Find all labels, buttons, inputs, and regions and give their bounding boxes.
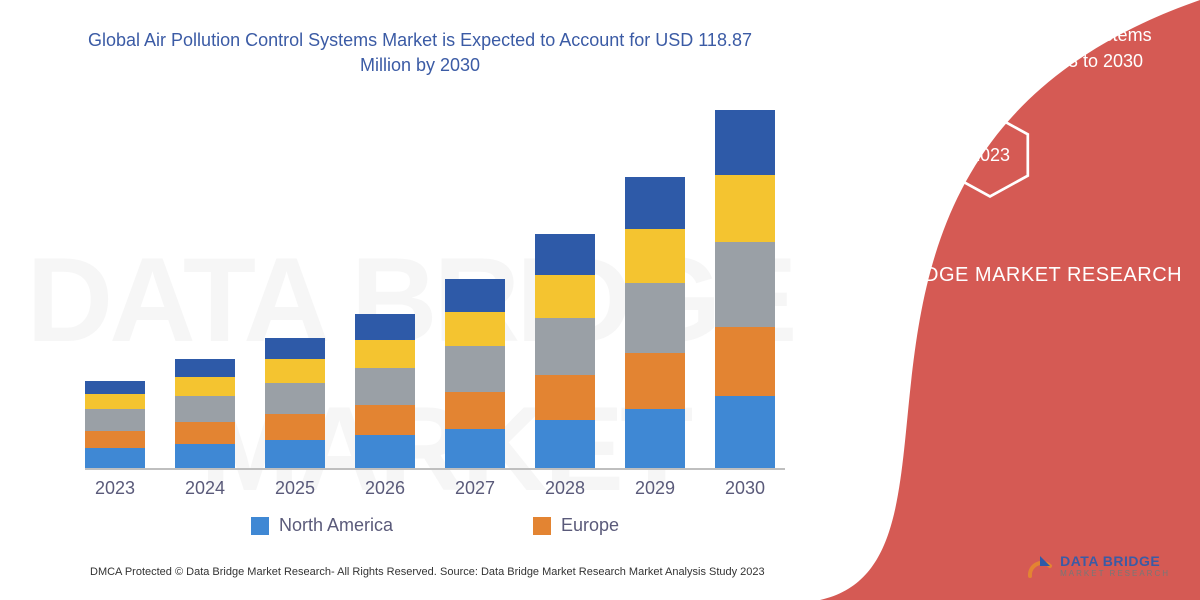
bar-segment xyxy=(445,429,505,468)
bar-segment xyxy=(715,242,775,327)
right-panel-title: Global Air Pollution Control Systems Mar… xyxy=(820,22,1194,74)
x-axis-label: 2026 xyxy=(345,478,425,499)
bar-segment xyxy=(625,283,685,352)
bar-group xyxy=(445,279,505,468)
bar-segment xyxy=(715,175,775,242)
chart-plot xyxy=(85,90,785,470)
bar-segment xyxy=(265,383,325,413)
brand-name: DATA BRIDGE MARKET RESEARCH xyxy=(820,260,1194,290)
chart-area: 20232024202520262027202820292030 North A… xyxy=(85,90,785,490)
bar-segment xyxy=(265,440,325,468)
logo-main-text: DATA BRIDGE xyxy=(1060,554,1170,568)
bar-group xyxy=(175,359,235,468)
bar-segment xyxy=(625,353,685,409)
bar-segment xyxy=(175,422,235,444)
bar-segment xyxy=(85,431,145,448)
hexagon-pair: 2030 2023 xyxy=(860,110,1120,250)
hexagon-badge: 2023 xyxy=(940,110,1040,200)
right-panel: Global Air Pollution Control Systems Mar… xyxy=(820,0,1200,600)
bar-segment xyxy=(175,359,235,376)
right-panel-curve xyxy=(820,0,1200,600)
footer-dmca: DMCA Protected © Data Bridge Market Rese… xyxy=(90,566,437,578)
legend-item: North America xyxy=(251,515,393,536)
bar-segment xyxy=(265,338,325,360)
bar-segment xyxy=(175,377,235,397)
bar-segment xyxy=(445,312,505,347)
footer-source: Source: Data Bridge Market Research Mark… xyxy=(440,566,765,578)
logo-mark-icon xyxy=(1026,552,1054,580)
bar-segment xyxy=(355,435,415,468)
bar-segment xyxy=(85,394,145,409)
bar-segment xyxy=(625,177,685,229)
bar-segment xyxy=(445,346,505,392)
x-axis-label: 2030 xyxy=(705,478,785,499)
logo-sub-text: MARKET RESEARCH xyxy=(1060,570,1170,578)
bar-segment xyxy=(175,444,235,468)
bar-group xyxy=(625,177,685,468)
legend-label: North America xyxy=(279,515,393,536)
x-axis-label: 2029 xyxy=(615,478,695,499)
bar-segment xyxy=(85,448,145,468)
bar-segment xyxy=(715,327,775,396)
legend-item: Europe xyxy=(533,515,619,536)
bar-group xyxy=(265,338,325,468)
legend-swatch-icon xyxy=(251,517,269,535)
x-axis-label: 2024 xyxy=(165,478,245,499)
x-axis-label: 2028 xyxy=(525,478,605,499)
bar-segment xyxy=(625,409,685,468)
bar-segment xyxy=(85,409,145,431)
bar-segment xyxy=(715,110,775,175)
bar-segment xyxy=(445,279,505,312)
bar-segment xyxy=(265,359,325,383)
bar-segment xyxy=(535,234,595,275)
bar-segment xyxy=(355,314,415,340)
bar-group xyxy=(535,234,595,468)
bar-segment xyxy=(355,405,415,435)
bar-segment xyxy=(715,396,775,468)
bar-group xyxy=(355,314,415,468)
chart-legend: North America Europe xyxy=(85,515,785,536)
x-axis-label: 2025 xyxy=(255,478,335,499)
hexagon-label: 2023 xyxy=(970,145,1010,166)
bar-segment xyxy=(535,420,595,468)
page-root: DATA BRIDGE MARKET Global Air Pollution … xyxy=(0,0,1200,600)
bar-segment xyxy=(445,392,505,429)
logo-text: DATA BRIDGE MARKET RESEARCH xyxy=(1060,554,1170,578)
bar-segment xyxy=(355,340,415,368)
bar-segment xyxy=(535,375,595,421)
left-panel: DATA BRIDGE MARKET Global Air Pollution … xyxy=(0,0,820,600)
brand-logo: DATA BRIDGE MARKET RESEARCH xyxy=(1026,552,1170,580)
bar-segment xyxy=(625,229,685,283)
bar-segment xyxy=(265,414,325,440)
bar-segment xyxy=(355,368,415,405)
chart-title: Global Air Pollution Control Systems Mar… xyxy=(80,28,760,78)
bar-segment xyxy=(175,396,235,422)
hexagon-label: 2030 xyxy=(890,177,930,198)
legend-swatch-icon xyxy=(533,517,551,535)
x-axis-label: 2027 xyxy=(435,478,515,499)
bar-segment xyxy=(535,318,595,374)
bar-segment xyxy=(535,275,595,318)
x-axis-label: 2023 xyxy=(75,478,155,499)
bar-group xyxy=(85,381,145,468)
bar-segment xyxy=(85,381,145,394)
legend-label: Europe xyxy=(561,515,619,536)
bar-group xyxy=(715,110,775,468)
